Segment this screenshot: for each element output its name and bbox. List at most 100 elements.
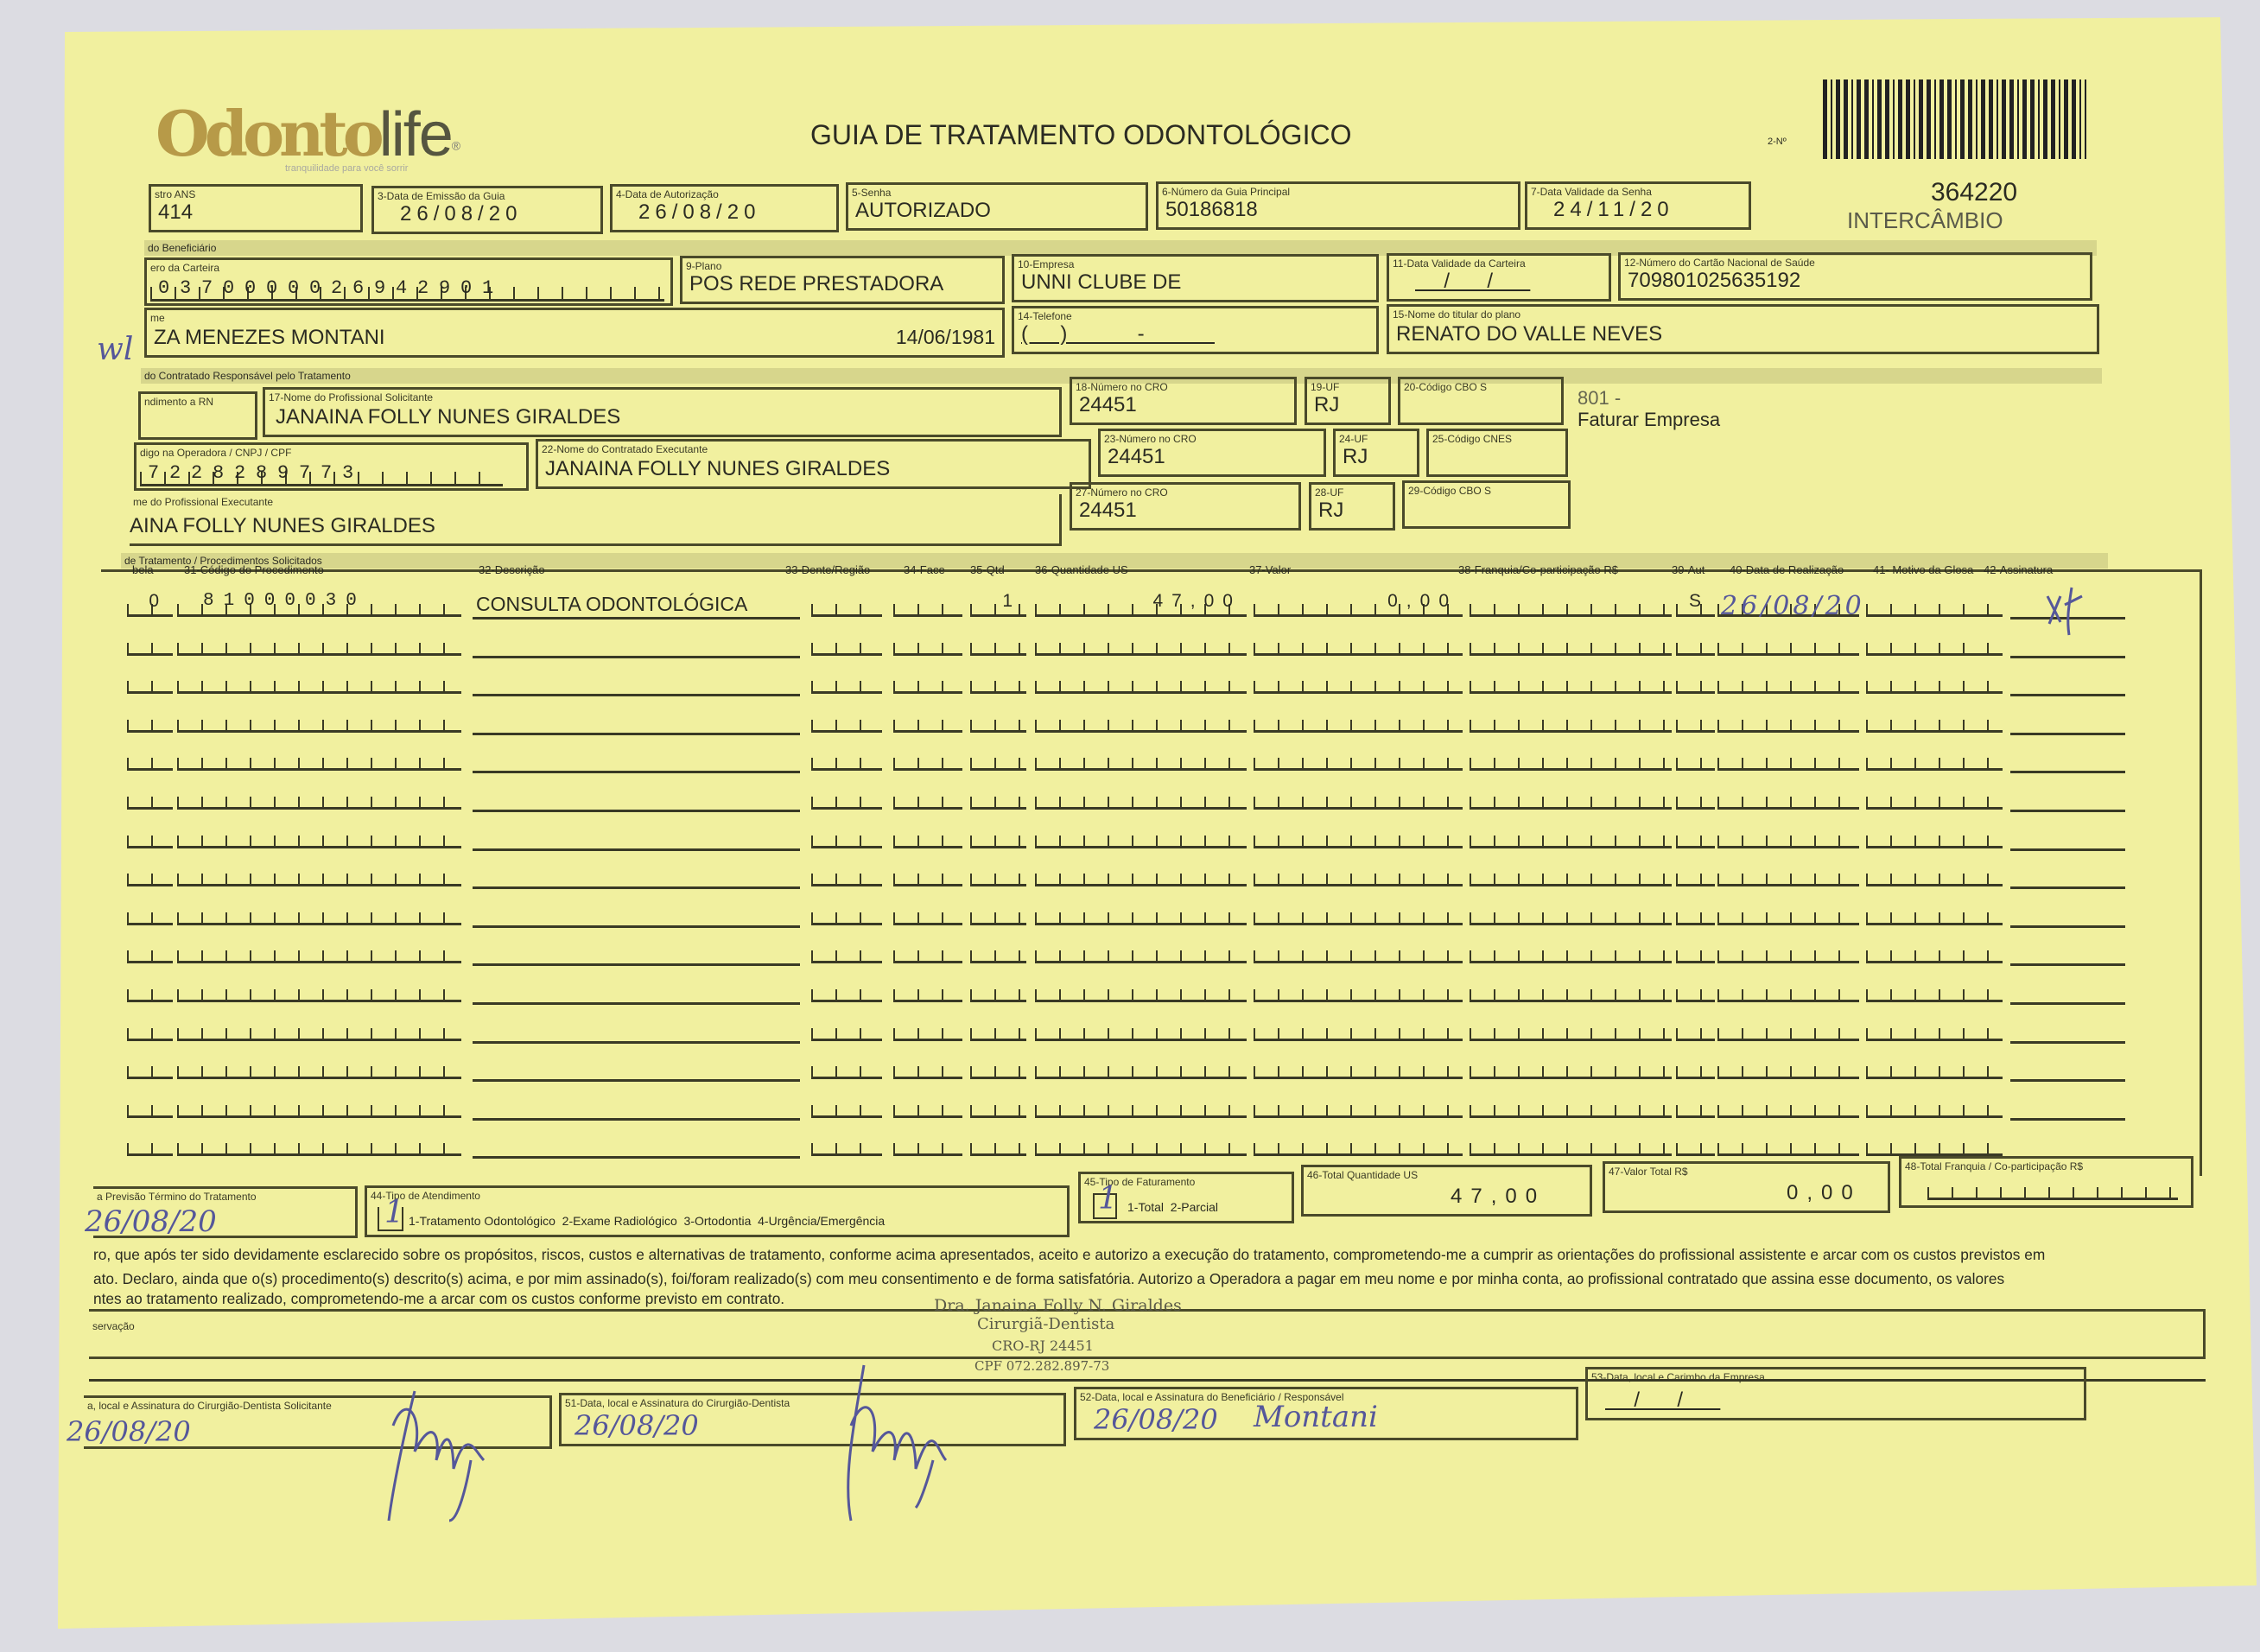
phone-field[interactable]: 14-Telefone( ) - [1012,306,1379,354]
requesting-professional-field[interactable]: 17-Nome do Profissional Solicitante JANAI… [263,387,1062,437]
procedure-cell-qty[interactable] [970,904,1026,925]
procedure-cell-value[interactable] [1254,750,1463,772]
procedure-cell-signature[interactable] [2010,655,2125,658]
rn-field[interactable]: ndimento a RN [138,391,257,440]
cro-18-field[interactable]: 18-Número no CRO 24451 [1070,377,1297,425]
procedure-cell-aut[interactable] [1676,943,1715,964]
procedure-cell-qty[interactable] [970,1020,1026,1041]
billing-type-checkbox[interactable] [1093,1193,1117,1219]
procedure-cell-description[interactable] [473,1002,800,1005]
cro-23-field[interactable]: 23-Número no CRO 24451 [1098,429,1326,477]
procedure-cell-gloss[interactable] [1866,596,2003,617]
cnes-25-field[interactable]: 25-Código CNES [1426,429,1568,477]
uf-19-field[interactable]: 19-UF RJ [1305,377,1391,425]
procedure-cell-table[interactable] [127,1135,173,1157]
company-field[interactable]: 10-Empresa UNNI CLUBE DE [1012,254,1379,302]
procedure-cell-table[interactable] [127,711,173,733]
procedure-cell-table[interactable] [127,904,173,925]
procedure-cell-signature[interactable] [2010,694,2125,697]
procedure-cell-gloss[interactable] [1866,1058,2003,1080]
procedure-cell-date[interactable] [1717,596,1859,617]
procedure-cell-us[interactable] [1035,711,1247,733]
procedure-cell-tooth[interactable] [811,982,882,1002]
procedure-cell-gloss[interactable] [1866,866,2003,887]
procedure-cell-aut[interactable] [1676,866,1715,887]
procedure-cell-date[interactable] [1717,982,1859,1002]
procedure-cell-code[interactable] [177,673,461,695]
procedure-cell-code[interactable] [177,596,461,617]
procedure-cell-aut[interactable] [1676,673,1715,695]
procedure-cell-copay[interactable] [1470,866,1672,887]
procedure-cell-aut[interactable] [1676,711,1715,733]
procedure-cell-code[interactable] [177,943,461,964]
billing-type-field[interactable]: 45-Tipo de Faturamento 1 1-Total 2-Parcial [1078,1172,1294,1223]
procedure-cell-gloss[interactable] [1866,1020,2003,1041]
company-stamp-field[interactable]: 53-Data, local e Carimbo da Empresa / / [1585,1367,2086,1420]
procedure-cell-signature[interactable] [2010,1079,2125,1083]
procedure-cell-value[interactable] [1254,1135,1463,1157]
total-us-field[interactable]: 46-Total Quantidade US 47,00 [1301,1165,1592,1217]
card-number-field[interactable]: ero da Carteira 0370000026942901 [144,257,673,306]
procedure-cell-qty[interactable] [970,1096,1026,1118]
procedure-cell-aut[interactable] [1676,789,1715,810]
procedure-cell-aut[interactable] [1676,1135,1715,1157]
procedure-cell-description[interactable] [473,771,800,774]
procedure-cell-description[interactable] [473,1117,800,1121]
procedure-cell-value[interactable] [1254,711,1463,733]
procedure-cell-copay[interactable] [1470,789,1672,810]
procedure-cell-aut[interactable] [1676,634,1715,656]
procedure-cell-signature[interactable] [2010,771,2125,774]
procedure-cell-us[interactable] [1035,673,1247,695]
plan-holder-field[interactable]: 15-Nome do titular do plano RENATO DO VAL… [1387,304,2099,354]
procedure-cell-code[interactable] [177,827,461,848]
uf-28-field[interactable]: 28-UF RJ [1309,482,1395,531]
procedure-cell-code[interactable] [177,866,461,887]
procedure-cell-table[interactable] [127,827,173,848]
plan-field[interactable]: 9-Plano POS REDE PRESTADORA [680,256,1005,304]
procedure-cell-value[interactable] [1254,634,1463,656]
procedure-cell-copay[interactable] [1470,711,1672,733]
procedure-cell-date[interactable] [1717,1020,1859,1041]
procedure-cell-signature[interactable] [2010,732,2125,735]
procedure-cell-tooth[interactable] [811,1096,882,1118]
procedure-cell-date[interactable] [1717,750,1859,772]
observation-field[interactable]: servação [89,1309,2206,1359]
procedure-cell-date[interactable] [1717,789,1859,810]
attendance-type-checkbox[interactable] [378,1207,403,1231]
procedure-cell-signature[interactable] [2010,848,2125,851]
procedure-cell-value[interactable] [1254,827,1463,848]
procedure-cell-qty[interactable] [970,827,1026,848]
procedure-cell-description[interactable] [473,1079,800,1083]
procedure-cell-qty[interactable] [970,750,1026,772]
procedure-cell-code[interactable] [177,1058,461,1080]
procedure-cell-aut[interactable] [1676,750,1715,772]
procedure-cell-value[interactable] [1254,982,1463,1002]
executing-professional-field[interactable]: me do Profissional Executante AINA FOLLY … [130,494,1062,546]
procedure-cell-copay[interactable] [1470,943,1672,964]
procedure-cell-copay[interactable] [1470,1058,1672,1080]
uf-24-field[interactable]: 24-UF RJ [1333,429,1419,477]
procedure-cell-gloss[interactable] [1866,827,2003,848]
procedure-cell-aut[interactable] [1676,1096,1715,1118]
procedure-cell-table[interactable] [127,1096,173,1118]
procedure-cell-qty[interactable] [970,789,1026,810]
procedure-cell-value[interactable] [1254,904,1463,925]
beneficiary-signature-field[interactable]: 52-Data, local e Assinatura do Beneficiá… [1074,1387,1578,1440]
procedure-cell-qty[interactable] [970,596,1026,617]
procedure-cell-copay[interactable] [1470,673,1672,695]
procedure-cell-gloss[interactable] [1866,750,2003,772]
procedure-cell-code[interactable] [177,789,461,810]
procedure-cell-code[interactable] [177,1020,461,1041]
procedure-cell-qty[interactable] [970,711,1026,733]
procedure-cell-code[interactable] [177,634,461,656]
procedure-cell-code[interactable] [177,1135,461,1157]
cro-27-field[interactable]: 27-Número no CRO 24451 [1070,482,1301,531]
procedure-cell-description[interactable] [473,617,800,620]
procedure-cell-face[interactable] [893,750,962,772]
procedure-cell-aut[interactable] [1676,904,1715,925]
procedure-cell-signature[interactable] [2010,1040,2125,1044]
procedure-cell-face[interactable] [893,1020,962,1041]
procedure-cell-table[interactable] [127,596,173,617]
total-copay-field[interactable]: 48-Total Franquia / Co-participação R$ [1899,1156,2193,1208]
procedure-cell-us[interactable] [1035,943,1247,964]
